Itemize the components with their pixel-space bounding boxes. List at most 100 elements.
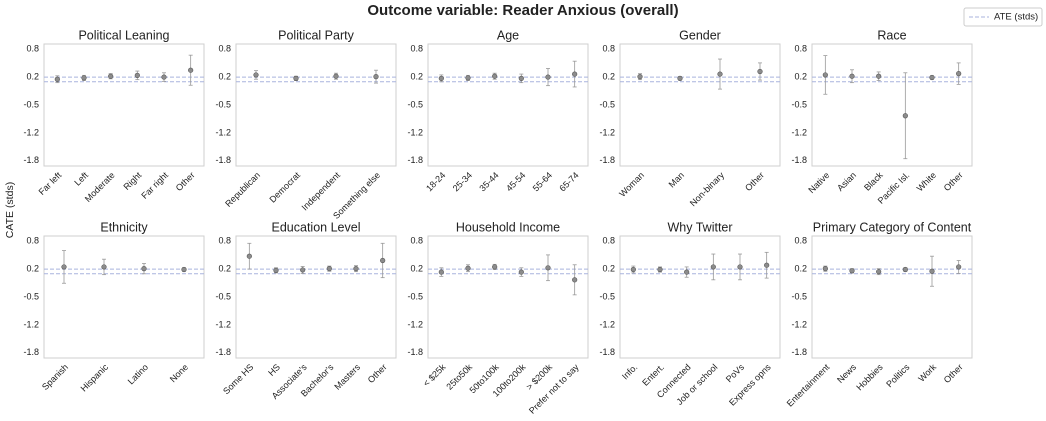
x-tick-label: White	[915, 170, 938, 193]
x-tick-label: HS	[266, 362, 282, 378]
y-tick-label: 0.8	[26, 44, 39, 54]
point	[572, 277, 578, 283]
point	[572, 71, 578, 77]
point	[902, 266, 908, 273]
point	[518, 75, 524, 81]
x-tick-label: Asian	[835, 170, 858, 193]
subplot-title: Household Income	[456, 220, 560, 234]
point	[677, 75, 683, 81]
y-tick-label: -1.8	[791, 155, 807, 165]
point	[545, 265, 551, 271]
point	[737, 264, 743, 270]
point	[518, 269, 524, 275]
point	[373, 74, 379, 80]
point	[108, 73, 114, 79]
y-axis-label: CATE (stds)	[4, 182, 16, 238]
x-tick-label: Democrat	[267, 170, 302, 205]
point	[465, 75, 471, 81]
x-tick-label: Republican	[223, 170, 262, 209]
x-tick-label: 55-64	[531, 170, 554, 193]
point	[902, 113, 908, 119]
legend-label: ATE (stds)	[994, 12, 1038, 23]
x-tick-label: Independent	[300, 170, 343, 213]
point	[717, 71, 723, 77]
x-tick-label: Hispanic	[79, 362, 111, 394]
subplot-title: Why Twitter	[667, 220, 732, 234]
x-tick-label: Entert.	[640, 362, 666, 388]
y-tick-label: 0.2	[602, 263, 615, 273]
point	[465, 265, 471, 271]
y-tick-label: 0.2	[218, 71, 231, 81]
subplot-title: Political Party	[278, 28, 354, 42]
y-tick-label: 0.8	[410, 44, 423, 54]
y-tick-label: -1.8	[407, 347, 423, 357]
y-tick-label: -0.5	[23, 99, 39, 109]
x-tick-label: Work	[916, 362, 938, 384]
point	[293, 75, 299, 81]
y-tick-label: -1.2	[791, 127, 807, 137]
x-tick-label: 45-54	[504, 170, 527, 193]
point	[300, 267, 306, 273]
y-tick-label: 0.8	[794, 236, 807, 246]
y-tick-label: -1.2	[599, 319, 615, 329]
y-tick-label: 0.8	[410, 236, 423, 246]
plot-frame	[235, 43, 397, 167]
y-tick-label: -1.8	[599, 155, 615, 165]
y-tick-label: -1.8	[407, 155, 423, 165]
y-tick-label: 0.2	[218, 263, 231, 273]
point	[822, 266, 828, 272]
x-tick-label: Info.	[620, 362, 639, 381]
y-tick-label: -1.2	[791, 319, 807, 329]
point	[684, 269, 690, 275]
y-tick-label: -1.2	[23, 127, 39, 137]
y-tick-label: 0.2	[794, 263, 807, 273]
y-tick-label: 0.2	[410, 263, 423, 273]
point	[876, 73, 882, 79]
point	[326, 266, 332, 272]
point	[876, 269, 882, 275]
point	[54, 76, 60, 82]
y-tick-label: -0.5	[599, 99, 615, 109]
x-tick-label: Non-binary	[688, 170, 727, 209]
x-tick-label: Other	[743, 170, 766, 193]
subplot-title: Ethnicity	[100, 220, 148, 234]
x-tick-label: 18-24	[424, 170, 447, 193]
x-tick-label: Latino	[126, 362, 150, 386]
point	[188, 67, 194, 73]
y-tick-label: -1.2	[407, 127, 423, 137]
point	[929, 268, 935, 274]
x-tick-label: Native	[806, 170, 831, 195]
x-tick-label: Prefer not to say	[527, 362, 581, 416]
point	[630, 266, 636, 273]
point	[273, 267, 279, 273]
y-tick-label: -1.8	[215, 155, 231, 165]
x-tick-label: Spanish	[40, 362, 70, 392]
y-tick-label: 0.8	[218, 236, 231, 246]
point	[380, 257, 386, 264]
point	[438, 75, 444, 81]
x-tick-label: News	[835, 362, 858, 385]
plot-frame	[811, 235, 973, 359]
y-tick-label: -1.2	[407, 319, 423, 329]
point	[333, 73, 339, 79]
x-tick-label: Far left	[37, 170, 64, 197]
plot-frame	[235, 235, 397, 359]
y-tick-label: -1.2	[215, 319, 231, 329]
point	[545, 74, 551, 80]
y-tick-label: -0.5	[215, 99, 231, 109]
x-tick-label: Other	[174, 170, 197, 193]
y-tick-label: -1.2	[599, 127, 615, 137]
x-tick-label: Entertainment	[785, 362, 832, 409]
y-tick-label: 0.2	[26, 71, 39, 81]
x-tick-label: Far right	[139, 170, 170, 201]
x-tick-label: Masters	[332, 362, 362, 392]
point	[161, 74, 167, 80]
subplot-title: Age	[497, 28, 519, 42]
point	[929, 74, 935, 81]
point	[353, 266, 359, 272]
y-tick-label: -1.8	[23, 347, 39, 357]
x-tick-label: Woman	[617, 170, 646, 199]
x-tick-label: Man	[667, 170, 686, 189]
point	[956, 264, 962, 270]
point	[757, 68, 763, 75]
